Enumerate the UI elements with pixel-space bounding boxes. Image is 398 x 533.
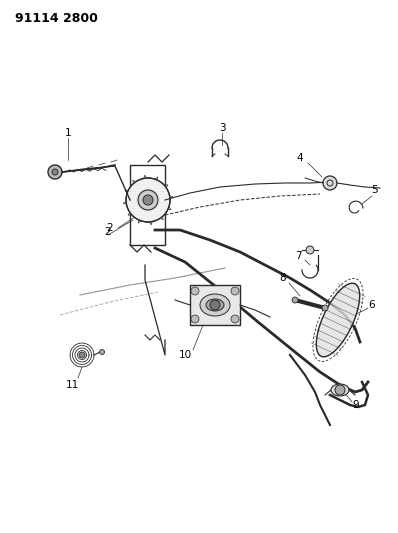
Circle shape bbox=[100, 350, 105, 354]
Ellipse shape bbox=[331, 384, 349, 396]
Circle shape bbox=[79, 352, 85, 358]
Text: 10: 10 bbox=[178, 350, 191, 360]
Circle shape bbox=[231, 315, 239, 323]
Circle shape bbox=[52, 169, 58, 175]
Text: 8: 8 bbox=[280, 273, 286, 283]
Circle shape bbox=[210, 300, 220, 310]
Text: 91114 2800: 91114 2800 bbox=[15, 12, 98, 25]
Text: 3: 3 bbox=[219, 123, 225, 133]
Ellipse shape bbox=[200, 294, 230, 316]
Text: 4: 4 bbox=[297, 153, 303, 163]
Text: 6: 6 bbox=[369, 300, 375, 310]
Text: 7: 7 bbox=[295, 251, 301, 261]
Text: 9: 9 bbox=[353, 400, 359, 410]
Circle shape bbox=[48, 165, 62, 179]
Text: 11: 11 bbox=[65, 380, 79, 390]
Text: 2: 2 bbox=[107, 223, 113, 233]
Circle shape bbox=[191, 315, 199, 323]
Circle shape bbox=[306, 246, 314, 254]
Text: 5: 5 bbox=[371, 185, 377, 195]
FancyBboxPatch shape bbox=[190, 285, 240, 325]
Circle shape bbox=[143, 195, 153, 205]
Text: 2: 2 bbox=[105, 227, 111, 237]
Circle shape bbox=[322, 305, 328, 311]
Circle shape bbox=[191, 287, 199, 295]
Text: 1: 1 bbox=[65, 128, 71, 138]
Circle shape bbox=[323, 176, 337, 190]
Ellipse shape bbox=[206, 299, 224, 311]
Polygon shape bbox=[316, 283, 360, 357]
Circle shape bbox=[231, 287, 239, 295]
Circle shape bbox=[126, 178, 170, 222]
Circle shape bbox=[335, 385, 345, 395]
Circle shape bbox=[138, 190, 158, 210]
Circle shape bbox=[292, 297, 298, 303]
